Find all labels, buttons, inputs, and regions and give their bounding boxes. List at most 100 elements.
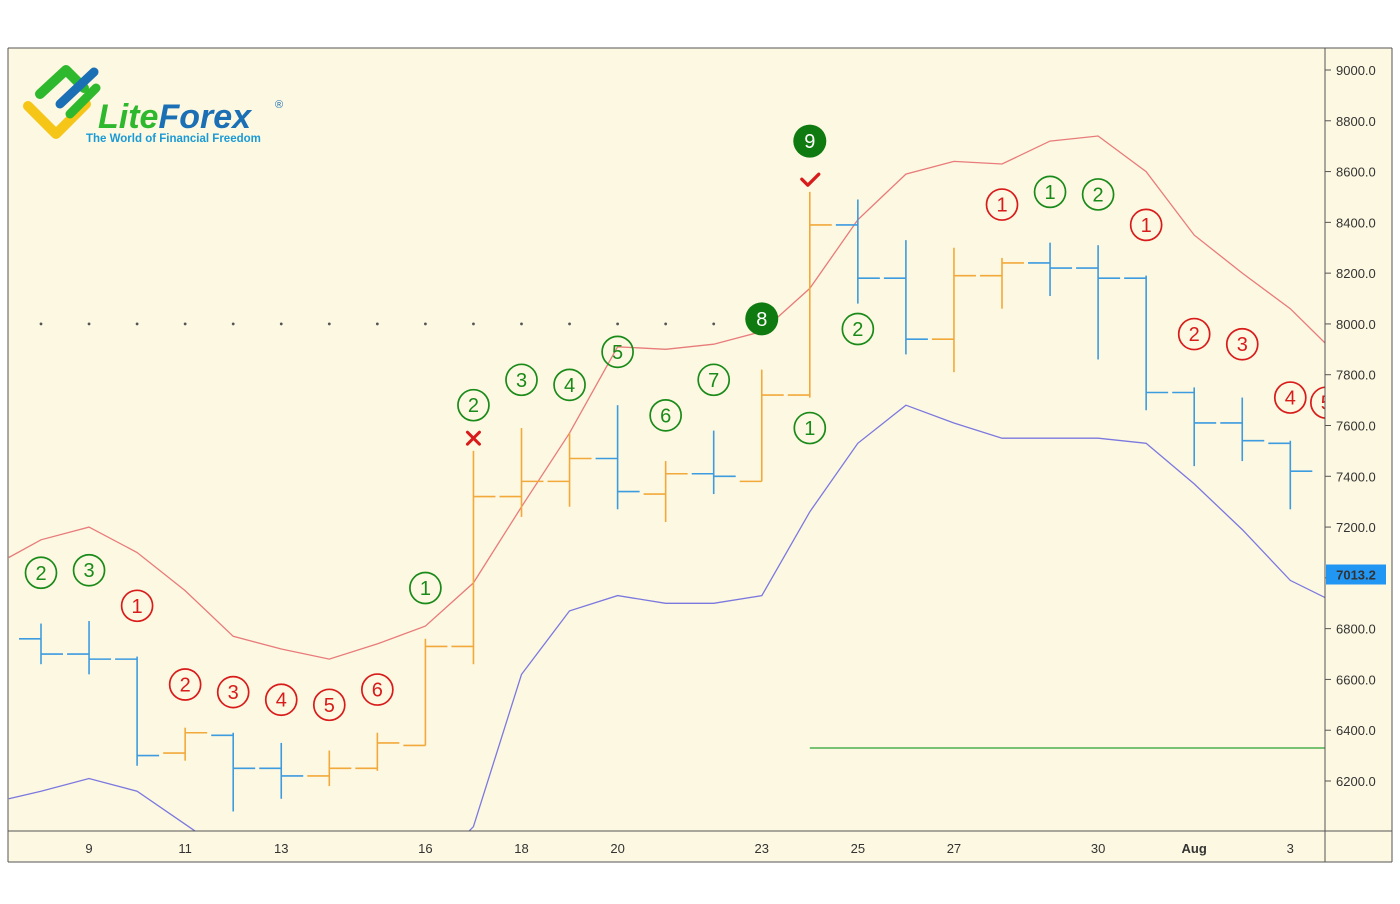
time-tick-label: 13 [274, 841, 288, 856]
time-tick-label: 20 [610, 841, 624, 856]
setup-count-red: 4 [1273, 381, 1307, 414]
setup-count-label: 3 [1237, 334, 1248, 356]
setup-count-label: 3 [228, 682, 239, 704]
ohlc-bar[interactable] [1220, 397, 1265, 462]
ohlc-bar[interactable] [67, 621, 112, 675]
ohlc-bar[interactable] [499, 428, 544, 517]
ohlc-bar[interactable] [19, 623, 63, 665]
support-level-dot [472, 322, 475, 326]
setup-count-circle [1081, 178, 1115, 211]
setup-count-label: 2 [1189, 324, 1200, 346]
setup-count-circle [361, 673, 394, 706]
ohlc-bar[interactable] [1268, 440, 1313, 510]
support-level-dot [424, 322, 427, 326]
price-tick-label: 9000.0 [1336, 63, 1376, 78]
ohlc-bar[interactable] [211, 732, 256, 812]
plot-area[interactable] [8, 135, 1327, 888]
time-tick-label: 27 [947, 841, 961, 856]
setup-count-label: 5 [612, 342, 623, 364]
ohlc-bar[interactable] [595, 405, 640, 510]
setup-count-green: 7 [697, 363, 731, 397]
support-level-dot [568, 322, 571, 326]
ohlc-bar[interactable] [1028, 242, 1073, 296]
setup-count-label: 1 [1044, 182, 1055, 204]
setup-count-label: 3 [83, 560, 94, 582]
setup-count-red: 1 [985, 188, 1019, 221]
ohlc-bar[interactable] [403, 638, 448, 747]
setup-count-green: 1 [1033, 175, 1067, 209]
setup-count-red: 1 [1129, 208, 1163, 242]
chart-background [8, 48, 1392, 862]
ohlc-bar[interactable] [451, 450, 496, 665]
setup-count-circle [1129, 208, 1163, 242]
setup-count-circle [601, 335, 634, 369]
setup-count-label: 7 [708, 370, 719, 392]
setup-count-circle [505, 363, 538, 397]
setup-count-label: 1 [804, 418, 815, 440]
price-tick-label: 8600.0 [1336, 165, 1376, 180]
setup-count-label: 6 [660, 405, 671, 427]
ohlc-bar[interactable] [1172, 387, 1217, 467]
price-tick-label: 6200.0 [1336, 774, 1376, 789]
ohlc-bar[interactable] [643, 461, 688, 522]
liteforex-logo: LiteForex ® The World of Financial Freed… [23, 65, 283, 145]
time-tick-label: 18 [514, 841, 528, 856]
ohlc-bar[interactable] [259, 742, 304, 799]
ohlc-bar[interactable] [115, 656, 160, 766]
ohlc-bar[interactable] [691, 430, 736, 495]
cross-marker-icon [465, 430, 481, 446]
ohlc-bar[interactable] [307, 750, 352, 787]
setup-count-circle [553, 368, 586, 402]
setup-count-label: 3 [516, 370, 527, 392]
time-tick-label: 16 [418, 841, 432, 856]
time-tick-label: 23 [755, 841, 769, 856]
setup-badge-label: 8 [756, 309, 767, 331]
setup-count-red: 2 [1177, 317, 1211, 351]
last-price-label: 7013.2 [1336, 568, 1376, 583]
ohlc-bar[interactable] [739, 369, 784, 483]
setup-count-label: 1 [1141, 215, 1152, 237]
lower-band-line [8, 404, 1325, 831]
ohlc-bar[interactable] [1124, 275, 1169, 411]
ohlc-bar[interactable] [787, 191, 832, 398]
support-level-dot [664, 322, 668, 326]
setup-count-circle [264, 683, 298, 717]
setup-count-green: 6 [649, 398, 683, 432]
price-tick-label: 7200.0 [1336, 520, 1376, 535]
support-level-dot [520, 322, 523, 326]
check-marker-icon [800, 172, 821, 187]
setup-count-label: 4 [276, 690, 287, 712]
ohlc-bar[interactable] [547, 433, 592, 507]
ohlc-bar[interactable] [883, 240, 928, 355]
support-level-dot [231, 322, 235, 326]
setup-count-green: 4 [553, 368, 586, 402]
ohlc-bar[interactable] [835, 199, 880, 304]
price-tick-label: 7600.0 [1336, 419, 1376, 434]
ohlc-bar[interactable] [980, 257, 1024, 309]
price-tick-label: 8200.0 [1336, 266, 1376, 281]
setup-count-label: 1 [996, 195, 1007, 217]
ohlc-bar[interactable] [355, 732, 400, 771]
setup-count-red: 4 [264, 683, 298, 717]
setup-count-circle [649, 398, 683, 432]
setup-count-red: 5 [312, 688, 346, 722]
price-tick-label: 7400.0 [1336, 469, 1376, 484]
setup-count-label: 2 [180, 675, 191, 697]
setup-badge: 8 [745, 302, 779, 336]
ohlc-bar[interactable] [163, 727, 208, 761]
setup-count-label: 4 [564, 375, 575, 397]
axes[interactable]: 9000.0 8800.0 8600.0 8400.0 8200.0 8000.0 7800… [85, 63, 1386, 856]
setup-count-circle [312, 688, 346, 722]
setup-count-green: 2 [1081, 178, 1115, 211]
logo-tagline: The World of Financial Freedom [86, 133, 261, 145]
ohlc-bar[interactable] [931, 247, 976, 373]
setup-count-label: 5 [324, 695, 335, 717]
support-level-dot [39, 322, 43, 326]
ohlc-bar[interactable] [1076, 245, 1121, 360]
support-level-dot [135, 322, 139, 326]
support-level-dot [183, 322, 187, 326]
price-tick-label: 8800.0 [1336, 114, 1376, 129]
setup-count-label: 4 [1285, 388, 1296, 410]
setup-count-circle [697, 363, 731, 397]
